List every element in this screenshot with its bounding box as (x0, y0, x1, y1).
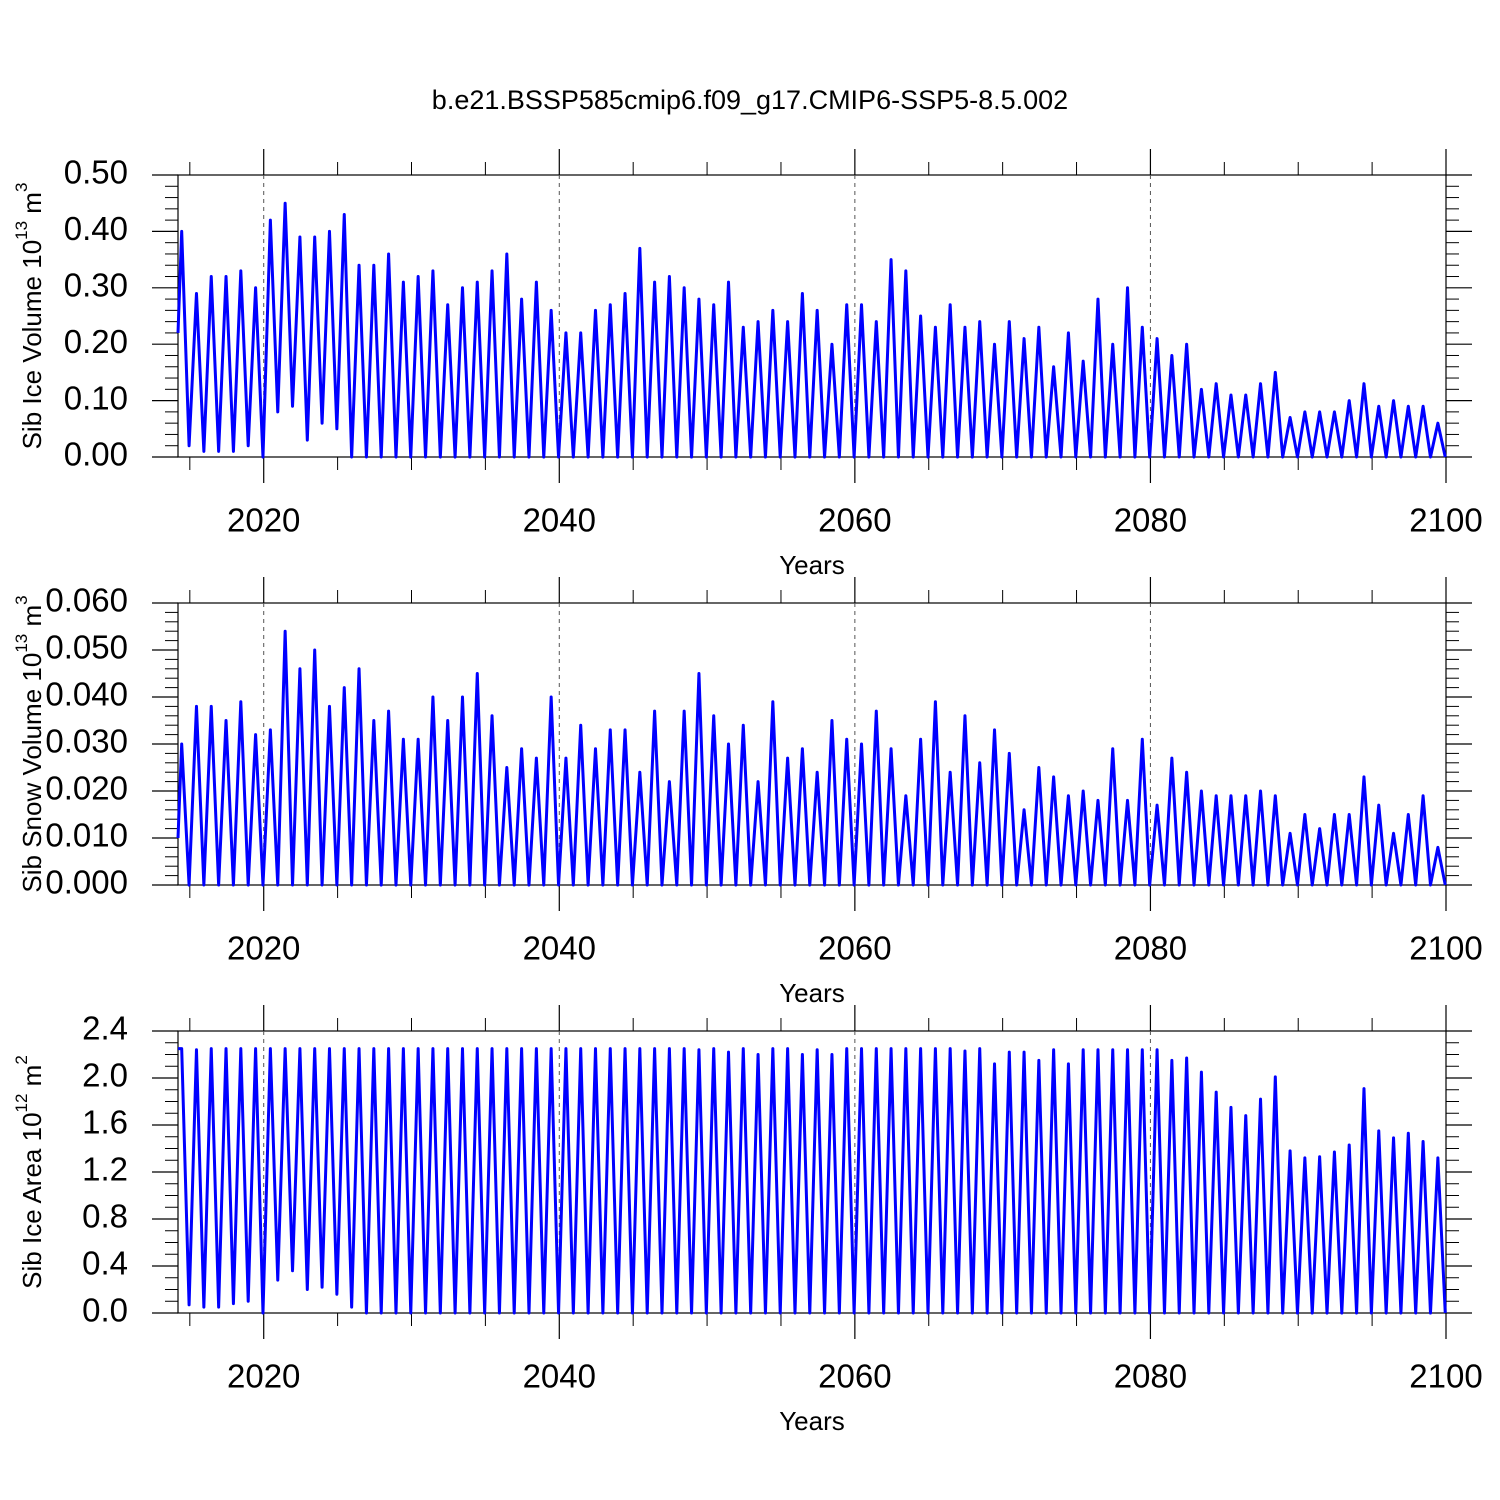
label-part: Sib Snow Volume 10 (17, 653, 47, 893)
y-tick-label: 2.0 (82, 1057, 128, 1094)
y-tick-label: 0.050 (45, 629, 128, 666)
x-tick-label: 2060 (818, 1358, 891, 1395)
x-tick-label: 2100 (1409, 502, 1482, 539)
y-tick-label: 0.10 (64, 379, 128, 416)
data-line (178, 1047, 1447, 1315)
superscript: 13 (12, 221, 31, 240)
y-tick-label: 0.40 (64, 210, 128, 247)
y-axis-label: Sib Ice Volume 1013 m3 (12, 183, 46, 450)
y-tick-label: 0.000 (45, 864, 128, 901)
x-axis-label: Years (779, 1406, 845, 1436)
y-tick-label: 0.8 (82, 1198, 128, 1235)
x-tick-label: 2020 (227, 1358, 300, 1395)
x-tick-label: 2060 (818, 930, 891, 967)
label-part: m (17, 192, 47, 221)
label-part: m (17, 605, 47, 634)
data-line (176, 629, 1447, 887)
superscript: 3 (12, 595, 31, 604)
y-tick-label: 0.030 (45, 723, 128, 760)
superscript: 3 (12, 183, 31, 192)
x-tick-label: 2100 (1409, 930, 1482, 967)
x-tick-label: 2020 (227, 930, 300, 967)
chart-title: b.e21.BSSP585cmip6.f09_g17.CMIP6-SSP5-8.… (432, 85, 1068, 115)
x-axis-label: Years (779, 978, 845, 1008)
y-tick-label: 0.00 (64, 436, 128, 473)
data-line (176, 201, 1447, 459)
y-tick-label: 0.20 (64, 323, 128, 360)
y-tick-label: 0.060 (45, 582, 128, 619)
label-part: m (17, 1065, 47, 1094)
label-part: Sib Ice Area 10 (17, 1112, 47, 1288)
y-tick-label: 2.4 (82, 1010, 128, 1047)
y-tick-label: 1.2 (82, 1151, 128, 1188)
y-tick-label: 0.30 (64, 267, 128, 304)
x-tick-label: 2040 (523, 502, 596, 539)
y-tick-label: 0.040 (45, 676, 128, 713)
x-tick-label: 2080 (1114, 502, 1187, 539)
x-tick-label: 2080 (1114, 1358, 1187, 1395)
y-tick-label: 1.6 (82, 1104, 128, 1141)
y-axis-label: Sib Ice Area 1012 m2 (12, 1055, 46, 1289)
label-part: Sib Ice Volume 10 (17, 240, 47, 450)
y-tick-label: 0.020 (45, 770, 128, 807)
x-tick-label: 2040 (523, 930, 596, 967)
superscript: 13 (12, 634, 31, 653)
x-tick-label: 2060 (818, 502, 891, 539)
y-tick-label: 0.010 (45, 817, 128, 854)
x-tick-label: 2080 (1114, 930, 1187, 967)
y-axis-label: Sib Snow Volume 1013 m3 (12, 595, 46, 892)
x-axis-label: Years (779, 550, 845, 580)
x-tick-label: 2020 (227, 502, 300, 539)
superscript: 12 (12, 1094, 31, 1113)
x-tick-label: 2100 (1409, 1358, 1482, 1395)
x-tick-label: 2040 (523, 1358, 596, 1395)
superscript: 2 (12, 1055, 31, 1064)
y-tick-label: 0.0 (82, 1292, 128, 1329)
y-tick-label: 0.4 (82, 1245, 128, 1282)
y-tick-label: 0.50 (64, 154, 128, 191)
